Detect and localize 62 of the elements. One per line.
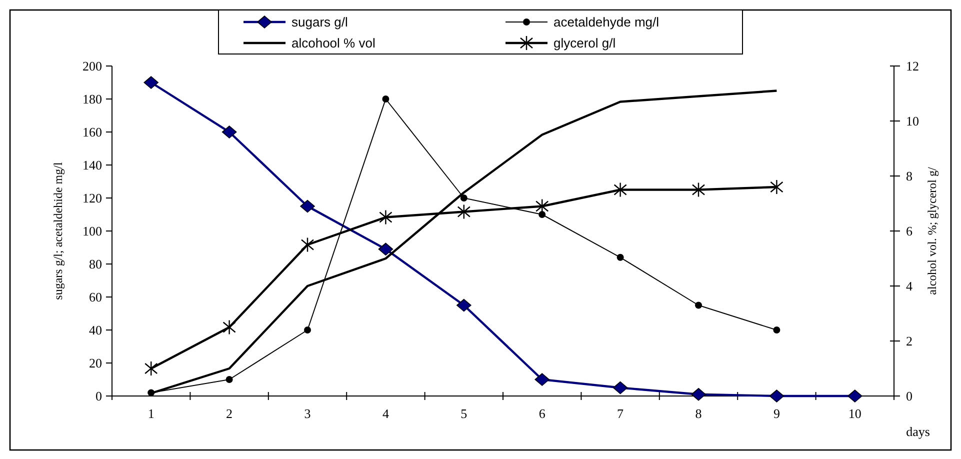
point xyxy=(226,376,233,383)
y-tick-label: 180 xyxy=(82,92,102,107)
x-tick-label: 6 xyxy=(538,406,546,421)
y-axis-title: sugars g/l; acetaldehide mg/l xyxy=(51,162,65,300)
point xyxy=(300,237,314,252)
y2-tick-label: 12 xyxy=(906,58,919,74)
point xyxy=(457,204,470,220)
y2-tick-label: 10 xyxy=(906,114,919,129)
x-tick-label: 9 xyxy=(773,406,780,421)
point xyxy=(692,182,706,198)
y2-tick-label: 6 xyxy=(906,224,913,239)
point xyxy=(534,373,550,386)
y-tick-label: 60 xyxy=(89,290,102,305)
point xyxy=(695,302,702,309)
point xyxy=(538,211,546,218)
legend-label: sugars g/l xyxy=(292,14,348,30)
x-axis-title: days xyxy=(906,424,930,439)
y-tick-label: 200 xyxy=(82,58,102,74)
x-tick-label: 8 xyxy=(695,406,702,421)
point xyxy=(144,360,158,376)
point xyxy=(848,390,862,402)
legend-label: glycerol g/l xyxy=(554,36,616,51)
point xyxy=(460,194,468,202)
y-tick-label: 20 xyxy=(89,356,102,371)
point xyxy=(536,198,549,214)
point xyxy=(616,254,624,261)
point xyxy=(222,320,236,335)
x-tick-label: 1 xyxy=(148,406,154,421)
point xyxy=(770,179,784,195)
x-tick-label: 3 xyxy=(304,406,311,421)
point xyxy=(773,326,780,334)
legend-label: acetaldehyde mg/l xyxy=(554,14,660,30)
y2-tick-label: 2 xyxy=(906,334,912,349)
point xyxy=(378,242,394,256)
x-tick-label: 4 xyxy=(382,406,390,421)
point xyxy=(614,182,627,198)
y-tick-label: 40 xyxy=(89,322,102,338)
x-tick-label: 7 xyxy=(617,406,624,421)
y-tick-label: 80 xyxy=(89,256,102,272)
point xyxy=(612,381,628,394)
point xyxy=(222,126,237,138)
x-tick-label: 10 xyxy=(848,406,862,421)
point xyxy=(769,390,784,402)
y-tick-label: 0 xyxy=(96,388,102,404)
x-tick-label: 5 xyxy=(460,406,468,421)
y2-tick-label: 8 xyxy=(906,168,912,184)
y-tick-label: 100 xyxy=(82,224,102,239)
y-tick-label: 160 xyxy=(82,124,102,140)
legend-label: alcohool % vol xyxy=(292,36,376,51)
y-tick-label: 140 xyxy=(82,158,102,173)
y2-axis-title: alcohol vol. %; glycerol g/ xyxy=(925,166,939,295)
point xyxy=(382,96,390,102)
point xyxy=(691,388,706,401)
y2-tick-label: 4 xyxy=(906,278,913,294)
point xyxy=(304,326,311,334)
y-tick-label: 120 xyxy=(82,190,102,206)
point xyxy=(379,210,392,225)
y2-tick-label: 0 xyxy=(906,388,912,404)
point xyxy=(144,76,158,89)
point xyxy=(456,298,472,312)
x-tick-label: 2 xyxy=(226,406,233,421)
point xyxy=(300,200,315,213)
